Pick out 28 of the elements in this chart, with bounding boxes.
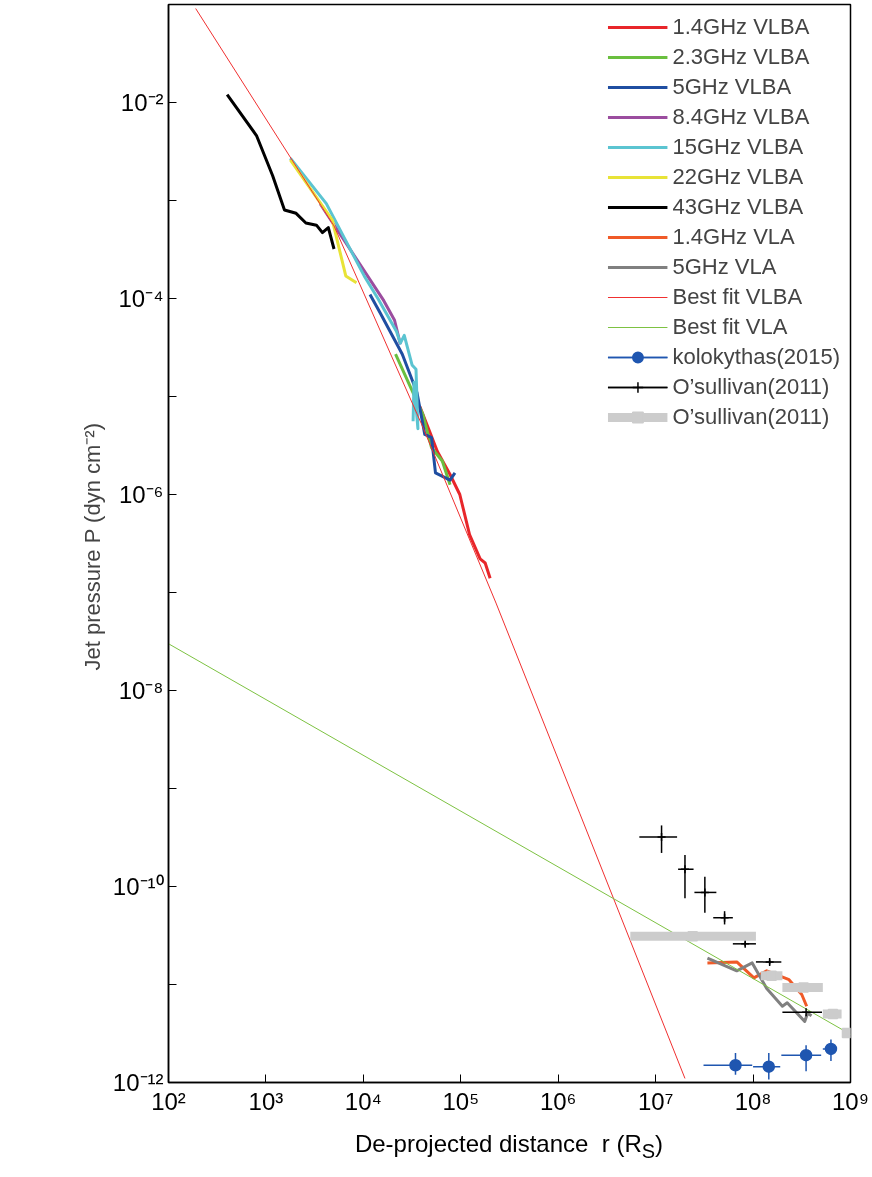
x-tick-label: 10⁷	[637, 1087, 674, 1115]
x-tick-label: 10⁸	[734, 1087, 772, 1115]
legend-label: 8.4GHz VLBA	[672, 104, 810, 130]
legend-label: 1.4GHz VLA	[672, 224, 795, 250]
legend-label: 2.3GHz VLBA	[672, 44, 810, 70]
y-tick-label: 10⁻⁴	[118, 285, 164, 312]
x-tick-label: 10⁵	[442, 1087, 480, 1115]
x-tick-label: 10⁹	[832, 1087, 869, 1115]
y-tick-label: 10⁻⁶	[118, 481, 164, 508]
y-axis-title: Jet pressure P (dyn cm⁻²)	[79, 423, 105, 671]
x-axis-title: De-projected distance r (R$_{S}$)	[354, 1129, 664, 1164]
legend-label: O’sullivan(2011)	[672, 404, 830, 430]
y-tick-label: 10⁻²	[120, 89, 164, 116]
y-tick-label: 10⁻⁸	[118, 677, 164, 704]
legend-label: 5GHz VLBA	[672, 74, 792, 100]
legend-label: Best fit VLBA	[672, 284, 803, 310]
legend-label: 15GHz VLBA	[672, 134, 804, 160]
x-tick-label: 10⁶	[539, 1087, 577, 1115]
legend-label: 43GHz VLBA	[672, 194, 804, 220]
y-tick-label: 10⁻¹⁰	[112, 873, 164, 900]
legend-label: 5GHz VLA	[672, 254, 777, 280]
legend-label: 1.4GHz VLBA	[672, 14, 810, 40]
x-tick-label: 10³	[248, 1087, 284, 1115]
legend-label: 22GHz VLBA	[672, 164, 804, 190]
x-tick-label: 10⁴	[344, 1087, 382, 1115]
legend-label: Best fit VLA	[672, 314, 788, 340]
legend-label: kolokythas(2015)	[672, 344, 840, 370]
legend-label: O’sullivan(2011)	[672, 374, 830, 400]
